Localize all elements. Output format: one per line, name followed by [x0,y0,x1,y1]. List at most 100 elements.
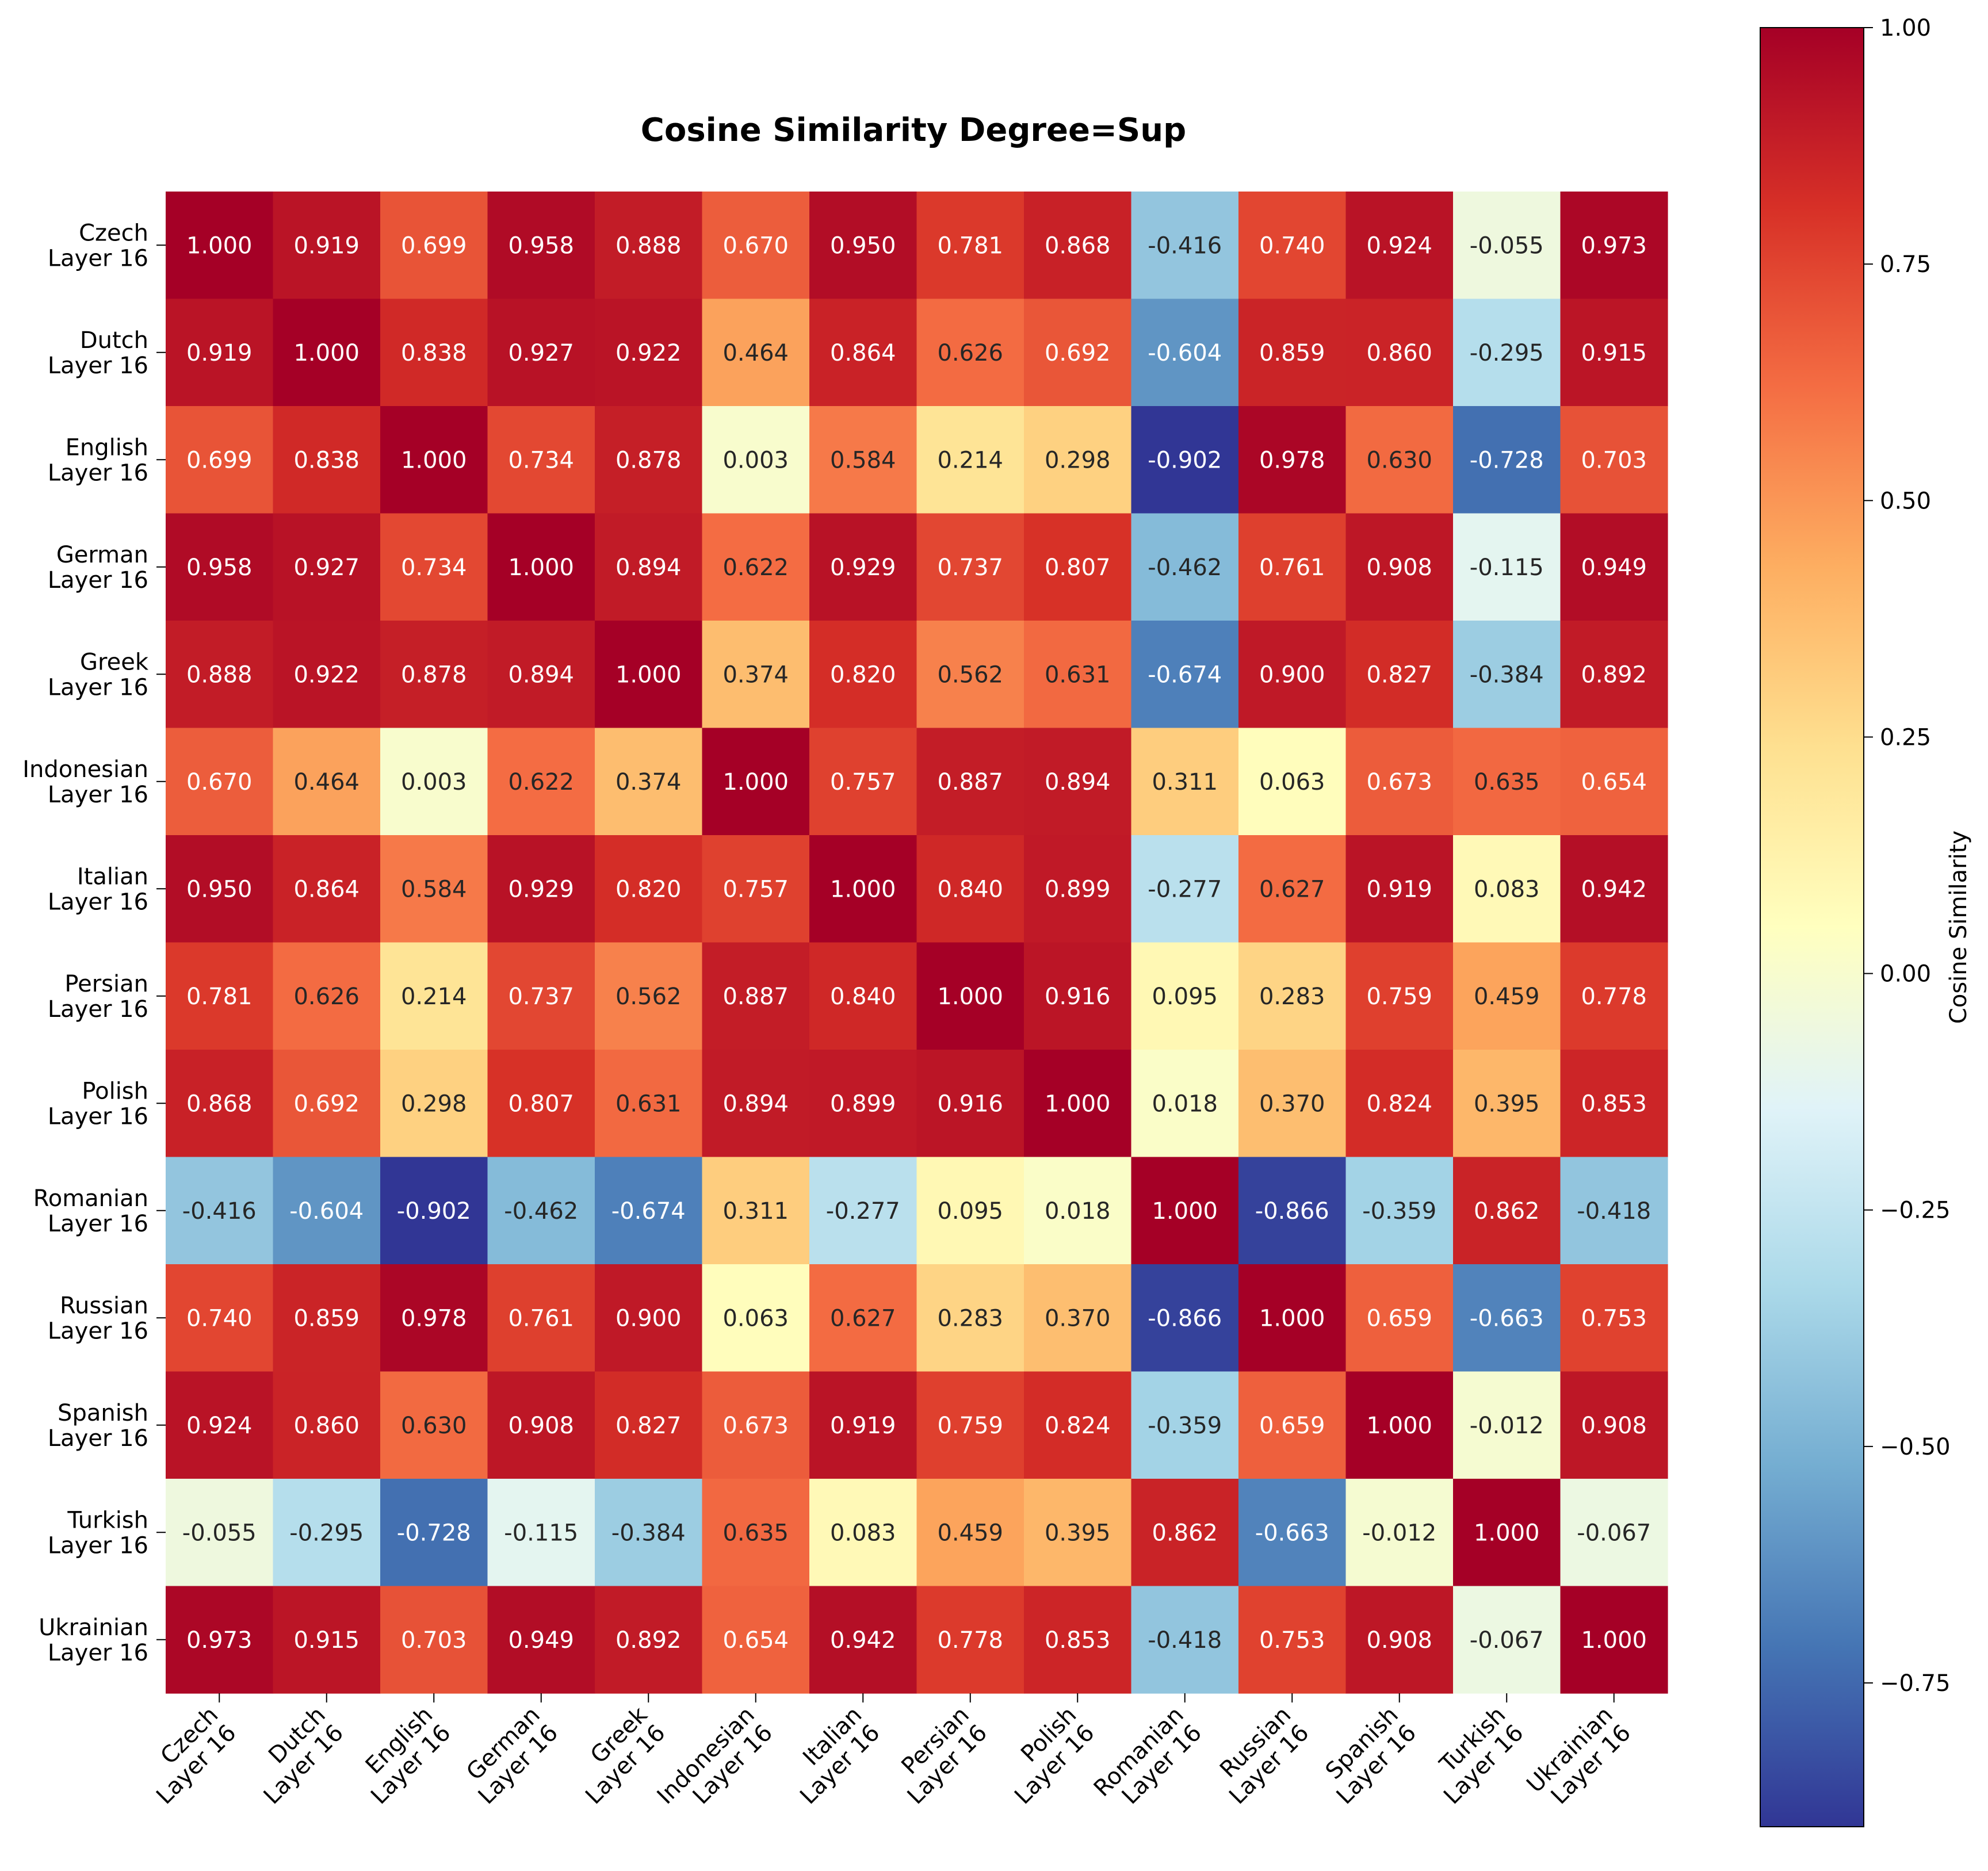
heatmap-cell [380,406,488,514]
heatmap-cell [487,942,595,1050]
heatmap-cell [487,621,595,729]
cell-value-label: 0.924 [1366,232,1432,259]
cell-value-label: 0.888 [186,661,253,688]
cell-value-label: 0.927 [293,554,360,581]
cell-value-label: 0.699 [186,447,253,473]
heatmap-cell [1345,406,1454,514]
cell-value-label: 0.916 [937,1091,1003,1117]
heatmap-cell [1560,1264,1668,1372]
cell-value-label: -0.728 [397,1520,471,1546]
cell-value-label: 0.283 [937,1305,1003,1331]
cell-value-label: 0.894 [1045,769,1111,795]
heatmap-cell [1560,1586,1668,1694]
cell-value-label: -0.728 [1470,447,1544,473]
cell-value-label: 0.370 [1045,1305,1111,1331]
heatmap-cell [487,1050,595,1158]
heatmap-cell [1024,406,1132,514]
cell-value-label: 0.759 [1366,984,1432,1010]
cell-value-label: -0.115 [1470,554,1544,581]
cell-value-label: 0.892 [1581,661,1647,688]
heatmap-cell [273,299,381,407]
cell-value-label: -0.663 [1470,1305,1544,1331]
cell-value-label: 0.459 [937,1520,1003,1546]
heatmap-cell [1345,621,1454,729]
colorbar-tick-label: 0.75 [1880,251,1931,278]
cell-value-label: 0.924 [186,1413,253,1439]
cell-value-label: 0.899 [830,1091,896,1117]
heatmap-cell [380,621,488,729]
row-tick-label: Ukrainian Layer 16 [39,1614,148,1666]
column-tick-label: RussianLayer 16 [1206,1702,1314,1809]
heatmap-cell [1560,299,1668,407]
column-tick-label: CzechLayer 16 [133,1702,241,1809]
cell-value-label: 0.949 [508,1627,574,1654]
heatmap-cell [487,835,595,943]
heatmap-cell [595,513,703,621]
heatmap-cell [1238,728,1347,836]
heatmap-cell [1024,299,1132,407]
cell-value-label: 0.757 [830,769,896,795]
cell-value-label: 0.622 [508,769,574,795]
heatmap-cell [1453,1371,1561,1479]
cell-value-label: 1.000 [615,661,682,688]
heatmap-cell [1131,299,1239,407]
cell-value-label: -0.663 [1255,1520,1329,1546]
heatmap-cell [916,621,1024,729]
cell-value-label: -0.384 [1470,661,1544,688]
heatmap-cell [380,513,488,621]
heatmap-cell [1345,942,1454,1050]
heatmap-cell [1238,621,1347,729]
cell-value-label: 0.635 [1474,769,1540,795]
cell-value-label: 0.887 [937,769,1003,795]
cell-value-label: -0.416 [1148,232,1222,259]
cell-value-label: -0.462 [504,1198,578,1225]
cell-value-label: 0.853 [1581,1091,1647,1117]
heatmap-cell [1453,1264,1561,1372]
heatmap-cell [1560,513,1668,621]
heatmap-cell [166,1157,274,1265]
cell-value-label: 0.630 [1366,447,1432,473]
cell-value-label: 0.860 [293,1413,360,1439]
cell-value-label: 0.395 [1045,1520,1111,1546]
heatmap-cell [1238,406,1347,514]
heatmap-cell [702,621,810,729]
heatmap-cell [1024,835,1132,943]
cell-value-label: 0.878 [401,661,467,688]
cell-value-label: 1.000 [830,876,896,902]
heatmap-cell [1238,299,1347,407]
cell-value-label: -0.418 [1148,1627,1222,1654]
cell-value-label: 0.820 [830,661,896,688]
row-tick-label: Indonesian Layer 16 [22,756,148,808]
cell-value-label: 0.757 [722,876,789,902]
cell-value-label: 0.878 [615,447,682,473]
cell-value-label: 1.000 [937,984,1003,1010]
colorbar-tick-label: 0.25 [1880,724,1931,751]
cell-value-label: 0.807 [1045,554,1111,581]
heatmap-cell [595,835,703,943]
cell-value-label: 0.761 [1259,554,1325,581]
heatmap-cell [702,1157,810,1265]
heatmap-cell [1131,513,1239,621]
heatmap-cell [595,1157,703,1265]
heatmap-cell [1560,621,1668,729]
heatmap-cell [809,513,917,621]
cell-value-label: 0.734 [401,554,467,581]
heatmap-cell [273,513,381,621]
heatmap-cell [487,513,595,621]
heatmap-cell [1560,1371,1668,1479]
heatmap-cell [702,1264,810,1372]
row-tick-label: Russian Layer 16 [48,1292,148,1344]
heatmap-cell [1024,1050,1132,1158]
heatmap-cell [1131,728,1239,836]
cell-value-label: 0.838 [401,340,467,366]
heatmap-cell [487,406,595,514]
cell-value-label: 1.000 [186,232,253,259]
cell-value-label: 0.631 [615,1091,682,1117]
cell-value-label: 0.908 [1366,554,1432,581]
heatmap-cell [1345,513,1454,621]
cell-value-label: 0.778 [1581,984,1647,1010]
cell-value-label: 0.298 [1045,447,1111,473]
heatmap-cell [1345,1264,1454,1372]
column-tick-label: UkrainianLayer 16 [1521,1702,1636,1816]
cell-value-label: 0.781 [186,984,253,1010]
